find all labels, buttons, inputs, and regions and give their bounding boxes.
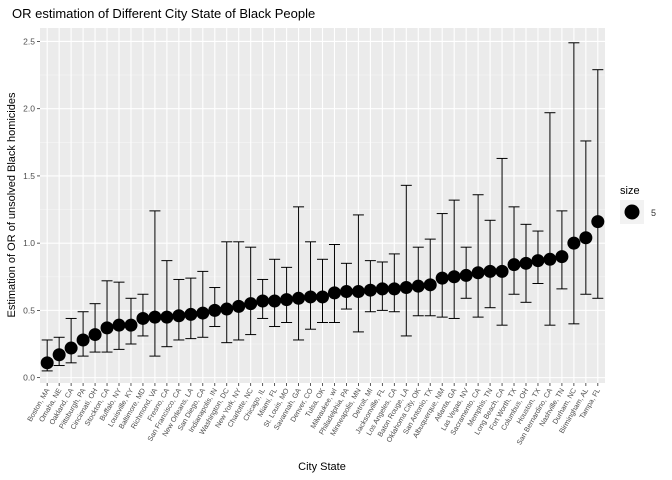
data-point bbox=[543, 252, 557, 266]
data-point bbox=[471, 266, 485, 280]
data-point bbox=[555, 250, 569, 264]
x-axis-label: City State bbox=[298, 461, 346, 473]
legend-point bbox=[624, 204, 640, 220]
data-point bbox=[64, 341, 78, 355]
data-point bbox=[483, 264, 497, 278]
data-point bbox=[208, 303, 222, 317]
data-point bbox=[244, 297, 258, 311]
data-point bbox=[447, 270, 461, 284]
data-point bbox=[423, 278, 437, 292]
data-point bbox=[327, 286, 341, 300]
data-point bbox=[579, 231, 593, 245]
data-point bbox=[196, 306, 210, 320]
data-point bbox=[351, 285, 365, 299]
data-point bbox=[411, 279, 425, 293]
data-points bbox=[40, 215, 605, 370]
y-tick-label: 1.0 bbox=[23, 238, 35, 248]
data-point bbox=[220, 302, 234, 316]
data-point bbox=[160, 310, 174, 324]
data-point bbox=[375, 282, 389, 296]
data-point bbox=[40, 356, 54, 370]
data-point bbox=[292, 291, 306, 305]
data-point bbox=[280, 293, 294, 307]
y-axis-label: Estimation of OR of unsolved Black homic… bbox=[6, 92, 18, 317]
data-point bbox=[184, 307, 198, 321]
data-point bbox=[316, 290, 329, 304]
y-tick-label: 1.5 bbox=[23, 171, 35, 181]
data-point bbox=[256, 294, 270, 308]
data-point bbox=[591, 215, 605, 229]
chart-title: OR estimation of Different City State of… bbox=[12, 6, 315, 21]
data-point bbox=[172, 309, 186, 323]
data-point bbox=[507, 258, 521, 272]
data-point bbox=[531, 254, 545, 268]
data-point bbox=[268, 294, 282, 308]
data-point bbox=[519, 256, 533, 270]
data-point bbox=[148, 310, 162, 324]
data-point bbox=[112, 318, 126, 332]
data-point bbox=[232, 299, 246, 313]
data-point bbox=[100, 321, 114, 335]
data-point bbox=[495, 264, 509, 278]
y-tick-label: 2.0 bbox=[23, 104, 35, 114]
legend-title: size bbox=[620, 185, 640, 197]
y-axis-ticks: 0.0 0.5 1.0 1.5 2.0 2.5 bbox=[23, 36, 40, 383]
y-tick-label: 0.0 bbox=[23, 373, 35, 383]
data-point bbox=[435, 271, 449, 285]
data-point bbox=[88, 328, 102, 342]
data-point bbox=[136, 311, 150, 325]
data-point bbox=[399, 281, 413, 295]
data-point bbox=[567, 236, 581, 250]
data-point bbox=[304, 290, 318, 304]
legend-label: 5 bbox=[651, 208, 656, 218]
data-point bbox=[459, 268, 473, 282]
data-point bbox=[339, 285, 353, 299]
y-tick-label: 2.5 bbox=[23, 36, 35, 46]
data-point bbox=[52, 348, 66, 362]
data-point bbox=[363, 283, 377, 297]
legend: size 5 bbox=[620, 185, 656, 224]
data-point bbox=[124, 318, 138, 332]
data-point bbox=[387, 282, 401, 296]
data-point bbox=[76, 333, 90, 347]
y-tick-label: 0.5 bbox=[23, 305, 35, 315]
